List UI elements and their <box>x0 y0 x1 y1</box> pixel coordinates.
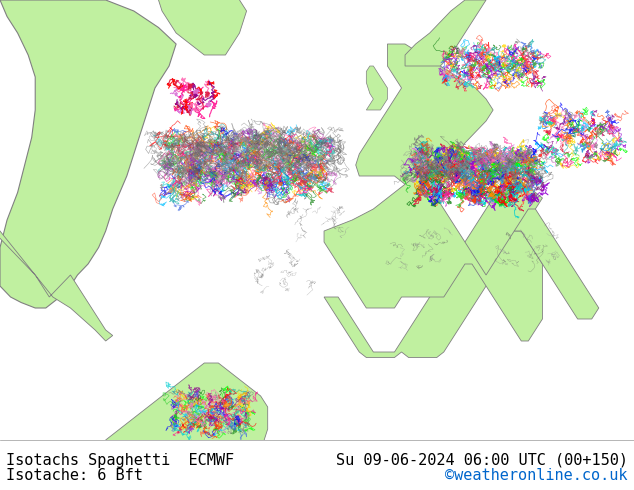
Polygon shape <box>356 44 493 198</box>
Polygon shape <box>324 176 543 358</box>
Text: Isotache: 6 Bft: Isotache: 6 Bft <box>6 467 143 483</box>
Polygon shape <box>514 209 598 319</box>
Polygon shape <box>0 0 176 308</box>
Text: Isotachs Spaghetti  ECMWF: Isotachs Spaghetti ECMWF <box>6 452 235 467</box>
Text: Su 09-06-2024 06:00 UTC (00+150): Su 09-06-2024 06:00 UTC (00+150) <box>335 452 628 467</box>
Polygon shape <box>405 0 486 66</box>
Polygon shape <box>366 66 387 110</box>
Text: ©weatheronline.co.uk: ©weatheronline.co.uk <box>445 467 628 483</box>
Polygon shape <box>0 209 113 341</box>
Polygon shape <box>148 0 247 55</box>
Polygon shape <box>106 363 268 490</box>
Polygon shape <box>324 176 543 341</box>
